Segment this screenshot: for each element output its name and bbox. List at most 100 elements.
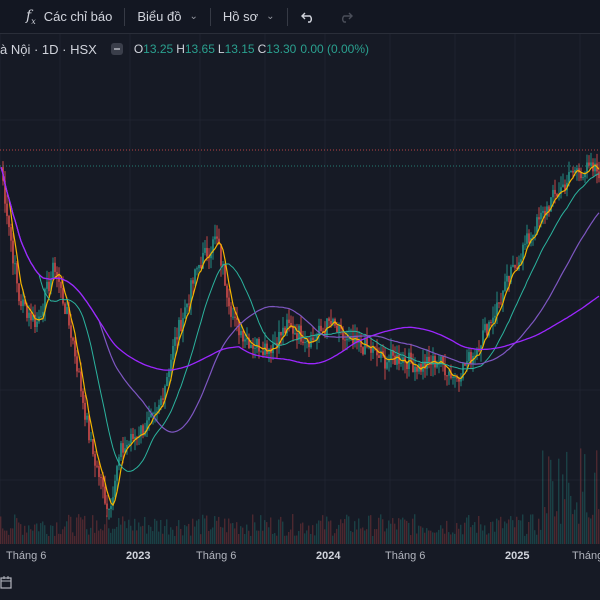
candle-body (88, 415, 90, 441)
volume-bar (350, 530, 352, 544)
candle-body (376, 348, 378, 356)
volume-bar (342, 523, 344, 544)
candle-body (494, 315, 496, 318)
candle-body (282, 327, 284, 336)
volume-bar (374, 529, 376, 544)
volume-bar (576, 502, 578, 544)
volume-bar (266, 522, 268, 544)
candle-body (588, 162, 590, 166)
volume-bar (420, 526, 422, 544)
volume-bar (180, 528, 182, 544)
candle-body (574, 169, 576, 173)
candle-body (482, 330, 484, 346)
candle-body (552, 189, 554, 198)
candle-body (198, 264, 200, 269)
candle-body (488, 322, 490, 336)
candle-body (442, 356, 444, 365)
open-key: O (133, 42, 144, 56)
volume-bar (480, 524, 482, 544)
candle-body (50, 278, 52, 292)
candle-body (520, 259, 522, 263)
volume-bar (258, 530, 260, 544)
candle-body (280, 331, 282, 336)
candle-body (590, 162, 592, 166)
candle-body (116, 466, 118, 481)
candle-body (200, 264, 202, 269)
chart-menu-button[interactable]: Biểu đồ ⌄ (137, 0, 197, 33)
volume-bar (204, 518, 206, 544)
volume-bar (482, 530, 484, 544)
volume-bar (234, 528, 236, 544)
candle-body (468, 352, 470, 362)
candle-body (266, 343, 268, 355)
candle-body (92, 439, 94, 455)
volume-bar (486, 534, 488, 544)
volume-bar (236, 522, 238, 544)
candle-body (548, 206, 550, 212)
volume-bar (518, 520, 520, 544)
candle-body (284, 327, 286, 333)
volume-bar (388, 520, 390, 544)
volume-bar (66, 521, 68, 544)
candle-body (580, 172, 582, 179)
volume-bar (208, 530, 210, 544)
candle-body (396, 354, 398, 365)
volume-bar (520, 520, 522, 544)
volume-bar (594, 472, 596, 544)
volume-bar (404, 519, 406, 544)
volume-bar (248, 530, 250, 544)
toolbar-divider (286, 7, 288, 26)
volume-bar (438, 529, 440, 544)
volume-bar (376, 529, 378, 544)
candle-body (302, 341, 304, 344)
calendar-icon[interactable] (0, 575, 12, 589)
volume-bar (176, 526, 178, 544)
candle-body (118, 457, 120, 467)
volume-bar (238, 533, 240, 544)
candle-body (18, 283, 20, 302)
candle-body (164, 385, 166, 400)
volume-bar (116, 526, 118, 544)
eye-icon[interactable] (110, 43, 123, 55)
profile-menu-button[interactable]: Hồ sơ ⌄ (223, 0, 275, 33)
candle-body (6, 203, 8, 217)
high-value: 13.65 (184, 42, 215, 56)
volume-bar (406, 520, 408, 544)
price-chart[interactable] (0, 34, 600, 544)
volume-bar (210, 529, 212, 544)
volume-bar (256, 530, 258, 544)
candle-body (320, 325, 322, 332)
volume-bar (218, 516, 220, 544)
candle-body (510, 266, 512, 282)
candle-body (470, 352, 472, 365)
candle-body (290, 323, 292, 326)
candle-body (246, 337, 248, 340)
redo-button[interactable] (338, 0, 354, 33)
volume-bar (540, 529, 542, 544)
candle-body (44, 288, 46, 312)
toolbar-divider (209, 7, 211, 26)
candle-body (460, 378, 462, 382)
candle-body (394, 355, 396, 365)
candle-body (136, 436, 138, 438)
candle-body (420, 363, 422, 372)
candle-body (26, 304, 28, 318)
candle-body (286, 319, 288, 333)
indicators-button[interactable]: fx Các chỉ báo (26, 0, 112, 33)
volume-bar (556, 511, 558, 544)
candle-body (524, 243, 526, 245)
volume-bar (244, 534, 246, 544)
candle-body (456, 376, 458, 379)
volume-bar (148, 525, 150, 544)
candle-body (234, 316, 236, 318)
volume-bar (332, 535, 334, 544)
volume-bar (122, 516, 124, 544)
volume-bar (168, 534, 170, 544)
undo-button[interactable] (300, 0, 316, 33)
volume-bar (514, 527, 516, 544)
candle-body (24, 299, 26, 305)
volume-bar (242, 527, 244, 544)
volume-bar (380, 514, 382, 544)
candle-body (148, 417, 150, 421)
volume-bar (456, 523, 458, 544)
